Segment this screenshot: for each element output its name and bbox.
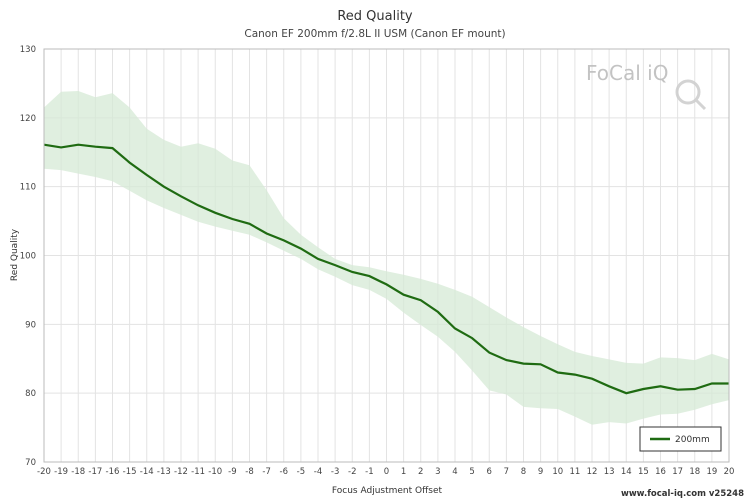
x-tick-label: -20 bbox=[37, 467, 51, 477]
y-tick-label: 120 bbox=[20, 114, 36, 124]
x-tick-label: -16 bbox=[106, 467, 120, 477]
x-ticks: -20 -19 -18 -17 -16 -15 -14 -13 -12 -11 -10 -9 -8 -7-… bbox=[37, 467, 734, 477]
y-tick-label: 90 bbox=[25, 320, 36, 330]
x-tick-label: -6 bbox=[280, 467, 288, 477]
x-tick-label: -5 bbox=[297, 467, 305, 477]
y-axis-label: Red Quality bbox=[10, 228, 20, 281]
x-tick-label: 2 bbox=[418, 467, 423, 477]
x-tick-label: -13 bbox=[157, 467, 171, 477]
y-tick-label: 80 bbox=[25, 389, 36, 399]
x-tick-label: -4 bbox=[314, 467, 322, 477]
footer-credit: www.focal-iq.com v25248 bbox=[621, 489, 744, 499]
magnifier-handle-icon bbox=[694, 98, 707, 111]
x-tick-label: -3 bbox=[331, 467, 339, 477]
x-tick-label: 10 bbox=[552, 467, 563, 477]
x-tick-label: -9 bbox=[228, 467, 236, 477]
x-tick-label: -8 bbox=[245, 467, 253, 477]
x-tick-label: 15 bbox=[638, 467, 649, 477]
x-tick-label: -11 bbox=[191, 467, 205, 477]
x-tick-label: -19 bbox=[54, 467, 68, 477]
x-tick-label: 6 bbox=[487, 467, 492, 477]
x-tick-label: 0 bbox=[384, 467, 389, 477]
chart-subtitle: Canon EF 200mm f/2.8L II USM (Canon EF m… bbox=[244, 28, 505, 40]
uncertainty-band bbox=[44, 91, 729, 425]
x-tick-label: 14 bbox=[621, 467, 632, 477]
x-tick-label: 17 bbox=[672, 467, 683, 477]
x-tick-label: -7 bbox=[262, 467, 270, 477]
x-tick-label: 16 bbox=[655, 467, 666, 477]
x-tick-label: -15 bbox=[123, 467, 137, 477]
magnifier-icon bbox=[675, 79, 701, 105]
x-tick-label: 18 bbox=[689, 467, 700, 477]
x-tick-label: 13 bbox=[604, 467, 615, 477]
x-tick-label: -14 bbox=[140, 467, 154, 477]
plot-frame bbox=[43, 48, 730, 463]
y-tick-label: 100 bbox=[20, 252, 36, 262]
x-tick-label: 4 bbox=[452, 467, 457, 477]
y-tick-label: 70 bbox=[25, 458, 36, 468]
x-tick-label: 7 bbox=[504, 467, 509, 477]
x-axis-label: Focus Adjustment Offset bbox=[332, 486, 443, 496]
x-tick-label: 5 bbox=[469, 467, 474, 477]
y-tick-label: 130 bbox=[20, 45, 36, 55]
x-tick-label: 3 bbox=[435, 467, 440, 477]
x-tick-label: 12 bbox=[587, 467, 598, 477]
x-tick-label: -18 bbox=[71, 467, 85, 477]
chart-title: Red Quality bbox=[337, 9, 413, 24]
x-tick-label: 1 bbox=[401, 467, 406, 477]
x-tick-label: -1 bbox=[365, 467, 373, 477]
x-tick-label: -12 bbox=[174, 467, 188, 477]
legend: 200mm bbox=[639, 426, 722, 452]
x-tick-label: 9 bbox=[538, 467, 543, 477]
logo-wordmark: FoCal iQ bbox=[586, 61, 668, 85]
y-ticks: 70 80 90 100 110 120 130 bbox=[20, 45, 36, 468]
y-tick-label: 110 bbox=[20, 183, 36, 193]
x-tick-label: 8 bbox=[521, 467, 526, 477]
series-line-200mm bbox=[43, 143, 729, 395]
x-tick-label: -2 bbox=[348, 467, 356, 477]
x-tick-label: -17 bbox=[88, 467, 102, 477]
x-tick-label: 20 bbox=[724, 467, 735, 477]
x-tick-label: -10 bbox=[208, 467, 222, 477]
x-tick-label: 11 bbox=[569, 467, 580, 477]
legend-label: 200mm bbox=[675, 435, 710, 445]
watermark-logo: FoCal iQ bbox=[586, 61, 707, 111]
x-tick-label: 19 bbox=[706, 467, 717, 477]
